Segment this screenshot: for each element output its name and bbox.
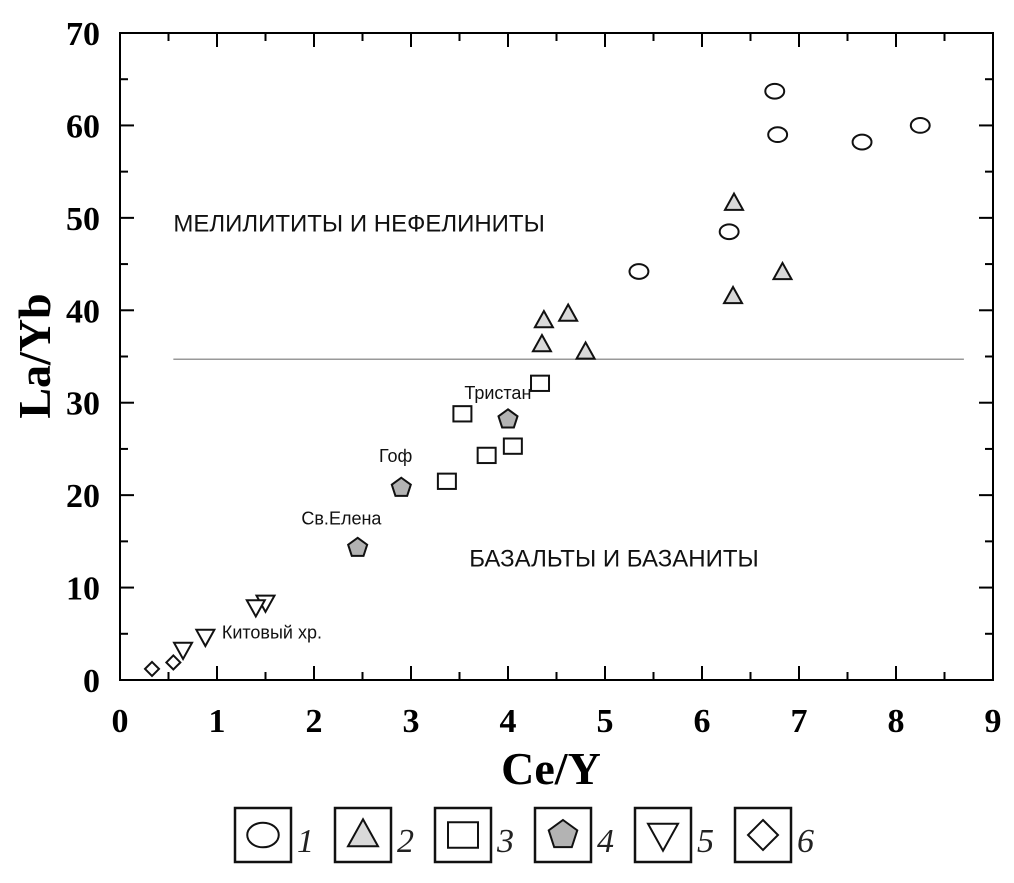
data-point-series-2 xyxy=(771,260,794,281)
y-tick-labels: 0 10 20 30 40 50 60 70 xyxy=(66,16,100,700)
data-point-series-4 xyxy=(390,476,412,497)
axis-ticks xyxy=(119,32,994,681)
legend-symbol-3 xyxy=(447,821,479,849)
legend-label-2: 2 xyxy=(397,823,414,860)
data-point-series-2 xyxy=(723,191,745,211)
data-point-series-4 xyxy=(346,536,369,557)
legend-label-4: 4 xyxy=(597,823,614,860)
x-tick-label: 6 xyxy=(694,703,711,740)
data-point-series-3 xyxy=(436,472,457,490)
annotation-walvis-ridge: Китовый хр. xyxy=(222,622,322,642)
data-point-series-1 xyxy=(767,126,789,144)
legend-label-3: 3 xyxy=(496,823,514,860)
y-tick-label: 0 xyxy=(83,663,100,700)
region-label-melilitites: МЕЛИЛИТИТЫ И НЕФЕЛИНИТЫ xyxy=(173,211,544,238)
legend: 1 2 3 4 5 6 xyxy=(233,806,814,864)
y-tick-label: 60 xyxy=(66,108,100,145)
data-point-series-2 xyxy=(557,302,579,322)
data-point-series-2 xyxy=(574,340,597,360)
data-point-series-4 xyxy=(497,408,519,429)
x-tick-labels: 0 1 2 3 4 5 6 7 8 9 xyxy=(112,703,1002,740)
legend-symbol-1 xyxy=(246,821,280,849)
data-point-series-6 xyxy=(143,660,161,678)
data-point-series-3 xyxy=(476,446,497,465)
y-tick-label: 30 xyxy=(66,386,100,423)
y-tick-label: 40 xyxy=(66,293,100,330)
region-label-basalts: БАЗАЛЬТЫ И БАЗАНИТЫ xyxy=(469,545,759,572)
data-point-series-5 xyxy=(194,628,217,649)
annotation-gough: Гоф xyxy=(379,446,413,466)
plot-frame xyxy=(119,32,994,681)
data-point-series-2 xyxy=(531,332,553,353)
data-point-series-1 xyxy=(764,82,786,100)
y-axis-title: La/Yb xyxy=(9,293,60,418)
legend-symbol-6 xyxy=(746,818,780,852)
y-tick-label: 20 xyxy=(66,478,100,515)
y-tick-label: 50 xyxy=(66,201,100,238)
legend-symbol-5 xyxy=(646,822,680,853)
x-tick-label: 4 xyxy=(500,703,517,740)
data-point-series-3 xyxy=(502,437,523,455)
data-point-series-3 xyxy=(530,374,551,392)
x-tick-label: 3 xyxy=(403,703,420,740)
data-point-series-5 xyxy=(245,599,267,619)
annotation-st-helena: Св.Елена xyxy=(301,509,382,529)
data-point-series-2 xyxy=(533,308,555,329)
x-tick-label: 5 xyxy=(597,703,614,740)
annotation-tristan: Тристан xyxy=(464,383,531,403)
y-tick-label: 10 xyxy=(66,571,100,608)
legend-symbol-4 xyxy=(547,818,579,849)
x-tick-label: 2 xyxy=(306,703,323,740)
legend-label-1: 1 xyxy=(297,823,314,860)
data-point-series-3 xyxy=(452,405,473,423)
x-tick-label: 0 xyxy=(112,703,129,740)
x-tick-label: 9 xyxy=(985,703,1002,740)
legend-label-5: 5 xyxy=(697,823,714,860)
x-tick-label: 1 xyxy=(209,703,226,740)
data-points xyxy=(143,82,931,678)
data-point-series-6 xyxy=(164,654,182,671)
x-axis-title: Ce/Y xyxy=(501,743,601,794)
data-point-series-1 xyxy=(851,133,873,151)
legend-label-6: 6 xyxy=(797,823,814,860)
x-tick-label: 8 xyxy=(888,703,905,740)
x-tick-label: 7 xyxy=(791,703,808,740)
data-point-series-5 xyxy=(172,641,194,662)
data-point-series-1 xyxy=(718,223,740,241)
data-point-series-1 xyxy=(628,263,650,280)
data-point-series-2 xyxy=(722,284,744,305)
legend-symbol-2 xyxy=(346,817,380,848)
y-tick-label: 70 xyxy=(66,16,100,53)
data-point-series-1 xyxy=(909,117,931,134)
